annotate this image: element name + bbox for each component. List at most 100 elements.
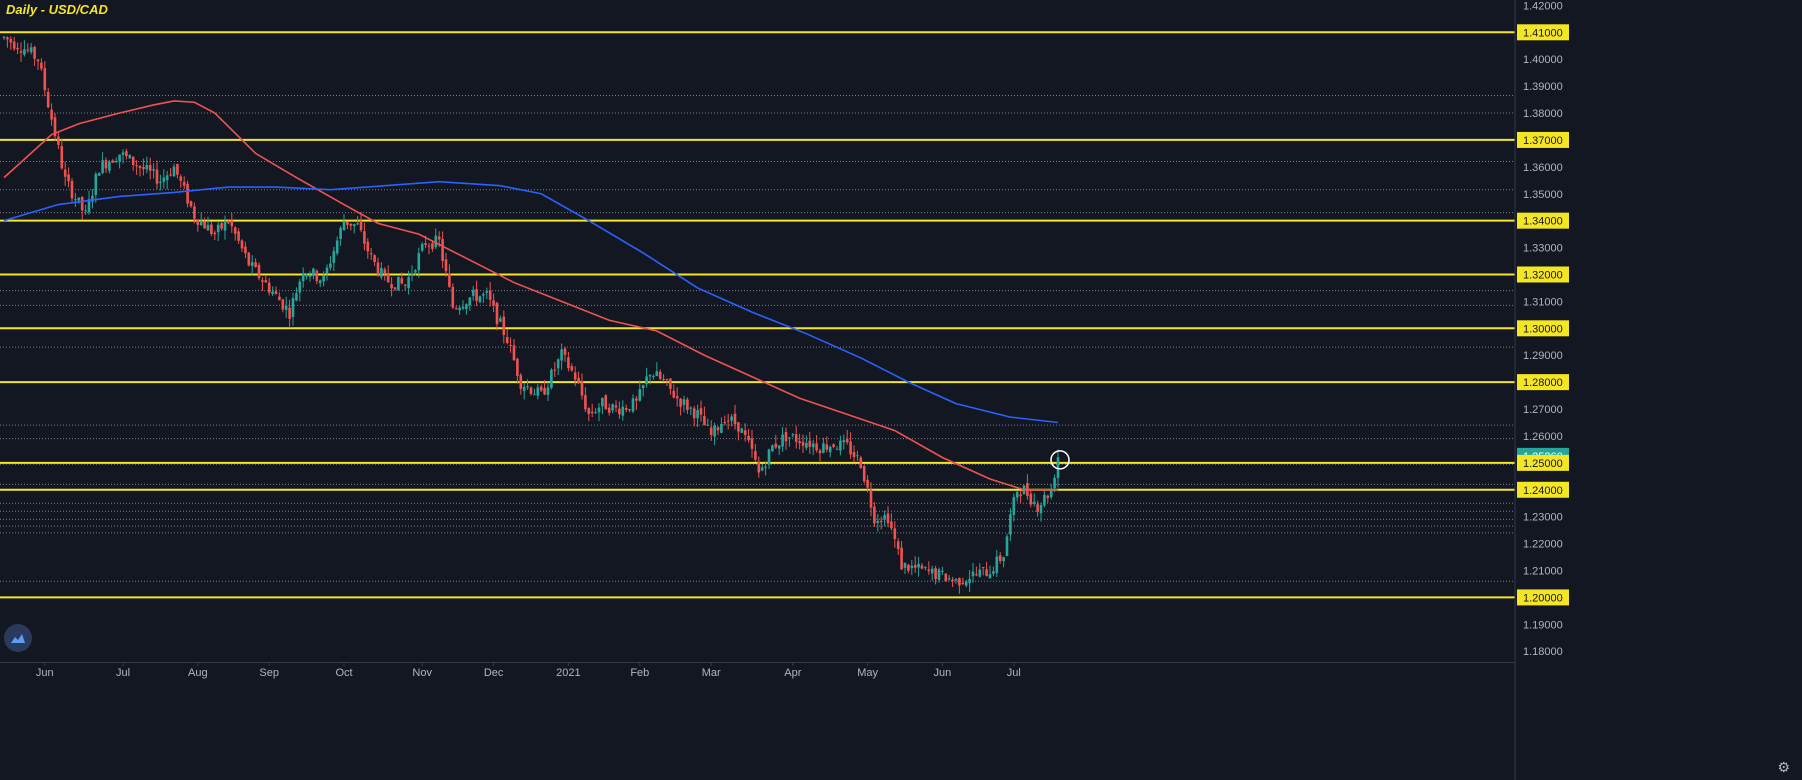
candle-body — [431, 243, 434, 249]
candle-body — [335, 240, 339, 254]
x-tick-label: Mar — [702, 667, 721, 679]
candle-body — [230, 220, 234, 227]
chart-title: Daily - USD/CAD — [6, 2, 108, 17]
candle-body — [50, 109, 53, 120]
candle-body — [631, 398, 635, 412]
y-tick-label: 1.18000 — [1523, 646, 1563, 658]
candle-body — [594, 412, 597, 414]
candle-body — [788, 437, 791, 439]
candle-body — [308, 275, 312, 277]
candle-body — [84, 210, 87, 212]
candle-body — [176, 163, 179, 175]
candle-body — [424, 243, 427, 245]
candle-body — [148, 165, 152, 171]
level-price-badge — [1517, 589, 1569, 606]
candle-body — [726, 420, 730, 422]
candle-body — [152, 169, 155, 171]
y-tick-label: 1.40000 — [1523, 54, 1563, 66]
x-tick-label: Nov — [412, 667, 432, 679]
candle-body — [764, 466, 767, 468]
candle-body — [512, 345, 516, 361]
candle-body — [703, 416, 706, 426]
candle-body — [1046, 495, 1050, 498]
candle-body — [859, 457, 863, 469]
candle-body — [505, 337, 509, 343]
candle-body — [995, 556, 999, 573]
cloud-logo-icon[interactable] — [4, 624, 32, 652]
candle-body — [954, 579, 958, 581]
y-tick-label: 1.36000 — [1523, 162, 1563, 174]
candle-body — [499, 318, 502, 322]
candle-body — [1012, 497, 1016, 515]
candle-body — [934, 568, 937, 580]
candle-body — [951, 579, 954, 582]
candle-body — [924, 567, 927, 569]
candle-body — [536, 387, 540, 396]
candle-body — [40, 62, 43, 69]
candle-body — [614, 405, 618, 408]
gear-icon[interactable]: ⚙ — [1777, 759, 1790, 775]
candle-body — [1015, 491, 1019, 498]
y-tick-label: 1.42000 — [1523, 0, 1563, 12]
candle-body — [913, 564, 917, 568]
candle-body — [264, 280, 268, 283]
candle-body — [43, 68, 47, 91]
candle-body — [437, 236, 441, 240]
candle-body — [958, 577, 961, 586]
candle-body — [590, 411, 594, 414]
candle-body — [546, 387, 550, 395]
candle-body — [828, 446, 832, 453]
candle-body — [288, 307, 291, 319]
candle-body — [189, 201, 193, 207]
candle-body — [784, 432, 788, 442]
candle-body — [798, 441, 801, 444]
candle-body — [577, 378, 580, 383]
candle-body — [553, 369, 557, 371]
candle-body — [196, 219, 200, 225]
candle-body — [760, 467, 764, 471]
candle-body — [318, 280, 322, 284]
y-tick-label: 1.27000 — [1523, 404, 1563, 416]
x-tick-label: Feb — [630, 667, 649, 679]
candle-body — [665, 379, 669, 381]
y-tick-label: 1.38000 — [1523, 108, 1563, 120]
candle-body — [539, 386, 543, 391]
candle-body — [240, 240, 244, 249]
x-tick-label: Jul — [116, 667, 130, 679]
candle-body — [543, 388, 546, 395]
candle-body — [818, 450, 822, 454]
candle-body — [682, 399, 686, 405]
candle-body — [607, 407, 611, 413]
candle-body — [597, 407, 601, 413]
candle-body — [529, 387, 533, 394]
candle-body — [866, 479, 869, 488]
candle-body — [393, 287, 397, 290]
level-price-badge — [1517, 212, 1569, 229]
candle-body — [478, 296, 482, 303]
candle-body — [832, 444, 835, 447]
candle-body — [111, 160, 115, 163]
candle-body — [747, 435, 750, 441]
candle-body — [658, 371, 662, 379]
candle-body — [247, 252, 251, 266]
candle-body — [281, 299, 285, 310]
candle-body — [781, 434, 784, 447]
x-tick-label: Jul — [1007, 667, 1021, 679]
candle-body — [743, 430, 747, 436]
candle-body — [138, 166, 142, 168]
candle-body — [805, 442, 808, 448]
candle-body — [485, 291, 489, 293]
x-tick-label: Jun — [934, 667, 952, 679]
candle-body — [386, 273, 390, 283]
x-tick-label: Jun — [36, 667, 54, 679]
candle-body — [118, 154, 121, 162]
candle-body — [621, 406, 625, 416]
candle-body — [186, 183, 189, 204]
candle-body — [244, 246, 247, 254]
candle-body — [580, 381, 584, 396]
x-tick-label: Oct — [335, 667, 352, 679]
candle-body — [369, 253, 373, 255]
candle-body — [267, 282, 271, 293]
